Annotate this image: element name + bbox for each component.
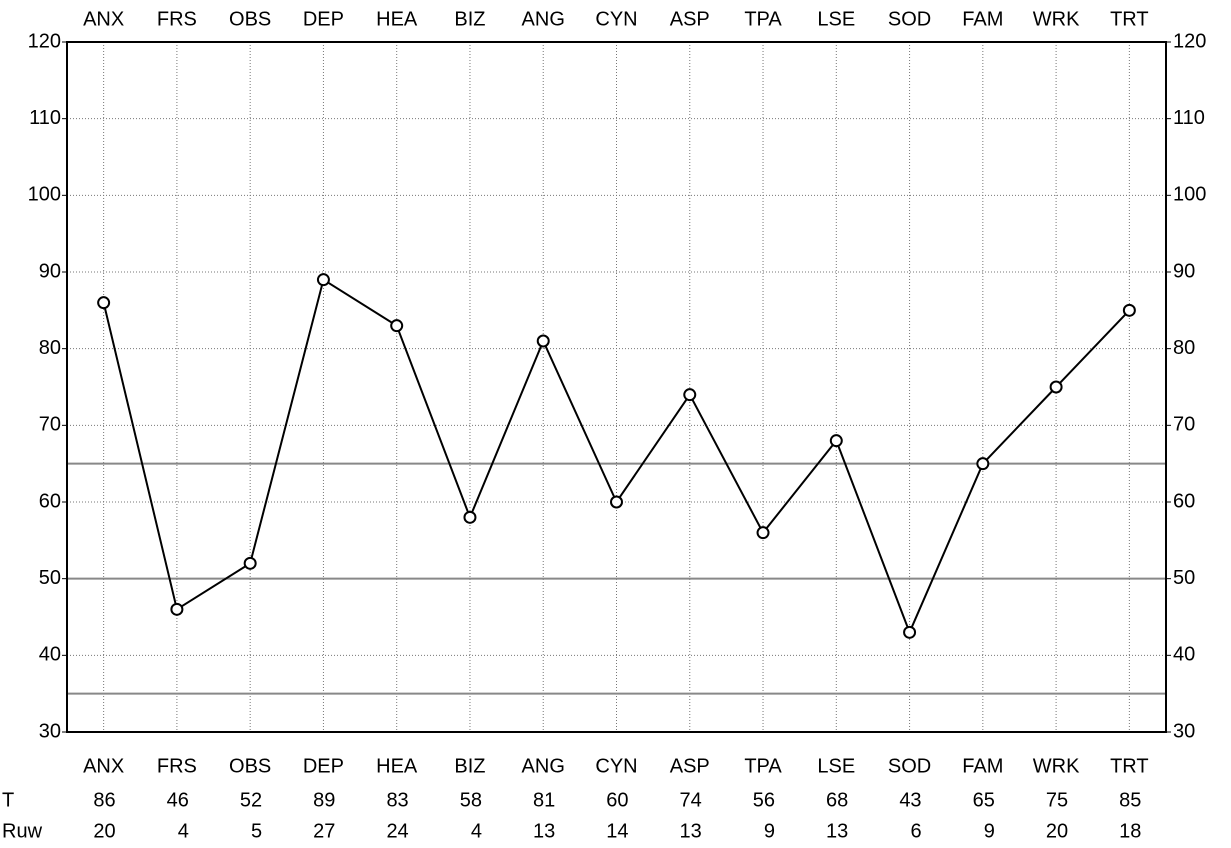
y-tick-label-right: 90 (1173, 260, 1195, 282)
table-t-value: 75 (1046, 789, 1068, 811)
data-point (536, 334, 550, 348)
data-point (463, 510, 477, 524)
x-tick-label: CYN (595, 755, 637, 777)
y-tick-label-right: 70 (1173, 414, 1195, 436)
x-tick-label: OBS (229, 755, 271, 777)
x-tick-label: ANX (83, 755, 124, 777)
table-t-value: 43 (899, 789, 921, 811)
table-t-value: 65 (973, 789, 995, 811)
data-point (829, 434, 843, 448)
table-row-label: T (2, 789, 14, 811)
table-t-value: 86 (93, 789, 115, 811)
x-tick-label: FRS (157, 755, 197, 777)
x-tick-label-top: LSE (817, 8, 855, 30)
data-point (976, 457, 990, 471)
table-row-label: Ruw (2, 820, 43, 842)
data-point (903, 625, 917, 639)
table-raw-value: 18 (1119, 820, 1141, 842)
table-t-value: 68 (826, 789, 848, 811)
table-t-value: 85 (1119, 789, 1141, 811)
table-raw-value: 13 (680, 820, 702, 842)
y-tick-label: 110 (29, 107, 61, 129)
y-tick-label: 70 (39, 414, 61, 436)
data-point (756, 526, 770, 540)
x-tick-label-top: BIZ (454, 8, 485, 30)
data-point (1049, 380, 1063, 394)
x-tick-label: WRK (1033, 755, 1080, 777)
table-t-value: 60 (606, 789, 628, 811)
table-raw-value: 6 (910, 820, 921, 842)
y-tick-label: 30 (39, 720, 61, 742)
table-raw-value: 13 (533, 820, 555, 842)
table-t-value: 89 (313, 789, 335, 811)
x-tick-label-top: DEP (303, 8, 344, 30)
x-tick-label-top: TRT (1110, 8, 1149, 30)
table-raw-value: 9 (984, 820, 995, 842)
x-tick-label-top: FRS (157, 8, 197, 30)
table-raw-value: 27 (313, 820, 335, 842)
y-tick-label-right: 110 (1173, 107, 1205, 129)
y-tick-label-right: 80 (1173, 337, 1195, 359)
x-tick-label: SOD (888, 755, 931, 777)
x-tick-label-top: ASP (670, 8, 710, 30)
table-raw-value: 14 (606, 820, 628, 842)
x-tick-label: TPA (744, 755, 782, 777)
y-tick-label: 100 (28, 184, 61, 206)
table-raw-value: 20 (93, 820, 115, 842)
table-t-value: 81 (533, 789, 555, 811)
x-tick-label-top: SOD (888, 8, 931, 30)
y-tick-label-right: 30 (1173, 720, 1195, 742)
y-tick-label: 50 (39, 567, 61, 589)
x-tick-label: DEP (303, 755, 344, 777)
table-raw-value: 5 (251, 820, 262, 842)
data-point (316, 273, 330, 287)
x-tick-label: HEA (376, 755, 418, 777)
y-tick-label-right: 60 (1173, 490, 1195, 512)
x-tick-label: ASP (670, 755, 710, 777)
data-point (683, 388, 697, 402)
data-point (390, 319, 404, 333)
data-point (243, 556, 257, 570)
plot-frame (66, 41, 1167, 733)
y-tick-label: 120 (28, 30, 61, 52)
table-t-value: 58 (460, 789, 482, 811)
y-tick-label-right: 120 (1173, 30, 1206, 52)
table-t-value: 83 (386, 789, 408, 811)
x-tick-label: ANG (522, 755, 565, 777)
x-tick-label-top: ANG (522, 8, 565, 30)
table-raw-value: 4 (471, 820, 482, 842)
table-t-value: 56 (753, 789, 775, 811)
data-point (170, 602, 184, 616)
table-t-value: 52 (240, 789, 262, 811)
x-tick-label: LSE (817, 755, 855, 777)
x-tick-label-top: CYN (595, 8, 637, 30)
x-tick-label-top: OBS (229, 8, 271, 30)
table-t-value: 46 (167, 789, 189, 811)
x-tick-label: FAM (962, 755, 1003, 777)
x-tick-label: TRT (1110, 755, 1149, 777)
x-tick-label: BIZ (454, 755, 485, 777)
y-tick-label: 90 (39, 260, 61, 282)
data-point (1122, 303, 1136, 317)
data-point (97, 296, 111, 310)
x-tick-label-top: WRK (1033, 8, 1080, 30)
y-tick-label: 60 (39, 490, 61, 512)
y-tick-label-right: 100 (1173, 184, 1206, 206)
x-tick-label-top: HEA (376, 8, 418, 30)
y-tick-label: 80 (39, 337, 61, 359)
x-tick-label-top: FAM (962, 8, 1003, 30)
data-point (610, 495, 623, 509)
table-raw-value: 9 (764, 820, 775, 842)
table-raw-value: 20 (1046, 820, 1068, 842)
table-raw-value: 13 (826, 820, 848, 842)
y-tick-label-right: 40 (1173, 644, 1195, 666)
x-tick-label-top: ANX (83, 8, 124, 30)
table-t-value: 74 (680, 789, 702, 811)
table-raw-value: 24 (386, 820, 408, 842)
y-tick-label: 40 (39, 644, 61, 666)
table-raw-value: 4 (178, 820, 189, 842)
y-tick-label-right: 50 (1173, 567, 1195, 589)
x-tick-label-top: TPA (744, 8, 782, 30)
